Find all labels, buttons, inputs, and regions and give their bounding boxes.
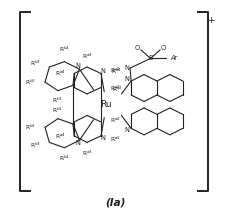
Text: R$^{a4}$: R$^{a4}$ <box>54 69 65 78</box>
Text: N: N <box>124 76 129 82</box>
Text: +: + <box>206 16 214 25</box>
Text: (Ia): (Ia) <box>104 198 125 208</box>
Text: R$^{a2}$: R$^{a2}$ <box>109 116 120 126</box>
Text: Ru: Ru <box>100 100 112 109</box>
Text: R$^{a2}$: R$^{a2}$ <box>109 84 120 93</box>
Text: O: O <box>160 45 165 51</box>
Text: Ar: Ar <box>169 55 176 61</box>
Text: R$^{a3}$: R$^{a3}$ <box>81 148 92 158</box>
Text: R$^{b2}$: R$^{b2}$ <box>25 77 36 87</box>
Text: O: O <box>134 45 140 51</box>
Text: R$^{b1}$: R$^{b1}$ <box>52 96 63 105</box>
Text: R$^{a4}$: R$^{a4}$ <box>54 131 65 141</box>
Text: N: N <box>100 135 105 141</box>
Text: N: N <box>75 140 79 146</box>
Text: N: N <box>124 127 129 133</box>
Text: R$^{a1}$: R$^{a1}$ <box>109 66 120 75</box>
Text: R$^{b2}$: R$^{b2}$ <box>25 123 36 132</box>
Text: N: N <box>124 65 129 71</box>
Text: R$^{b1}$: R$^{b1}$ <box>52 106 63 115</box>
Text: R$^{a1}$: R$^{a1}$ <box>109 135 120 144</box>
Text: R$^{b4}$: R$^{b4}$ <box>59 45 70 54</box>
Text: S: S <box>148 55 152 61</box>
Text: R$^{a3}$: R$^{a3}$ <box>81 52 92 61</box>
Text: R$^{b4}$: R$^{b4}$ <box>59 154 70 163</box>
Text: R$^{b3}$: R$^{b3}$ <box>30 59 41 68</box>
Text: N: N <box>100 68 105 74</box>
Text: R$^{a1}$: R$^{a1}$ <box>110 67 121 76</box>
Text: R$^{a2}$: R$^{a2}$ <box>111 85 122 94</box>
Text: N: N <box>75 63 79 69</box>
Text: R$^{b3}$: R$^{b3}$ <box>30 141 41 150</box>
